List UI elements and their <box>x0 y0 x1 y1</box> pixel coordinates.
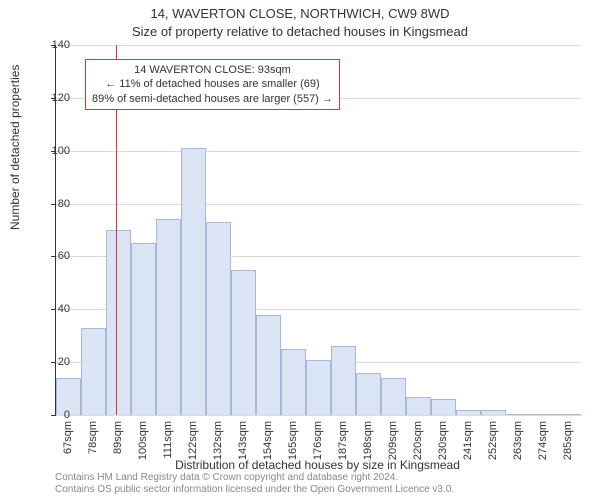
histogram-bar <box>131 243 156 415</box>
histogram-bar <box>406 397 431 416</box>
xtick-label: 285sqm <box>562 421 574 460</box>
xtick-label: 100sqm <box>137 421 149 460</box>
xtick-label: 274sqm <box>537 421 549 460</box>
xtick-label: 187sqm <box>337 421 349 460</box>
ytick-label: 80 <box>40 198 70 210</box>
xtick-label: 198sqm <box>362 421 374 460</box>
xtick-label: 122sqm <box>187 421 199 460</box>
ytick-label: 20 <box>40 356 70 368</box>
ytick-label: 100 <box>40 145 70 157</box>
xtick-label: 263sqm <box>512 421 524 460</box>
histogram-bar <box>506 414 531 415</box>
xtick-label: 165sqm <box>287 421 299 460</box>
histogram-bar <box>556 414 581 415</box>
gridline <box>56 204 581 205</box>
histogram-bar <box>231 270 256 415</box>
xtick-label: 209sqm <box>387 421 399 460</box>
histogram-bar <box>181 148 206 415</box>
histogram-bar <box>356 373 381 415</box>
footer-attribution: Contains HM Land Registry data © Crown c… <box>55 472 580 496</box>
histogram-bar <box>456 410 481 415</box>
footer-line2: Contains OS public sector information li… <box>55 484 580 496</box>
footer-line1: Contains HM Land Registry data © Crown c… <box>55 472 580 484</box>
ytick-label: 40 <box>40 303 70 315</box>
histogram-bar <box>381 378 406 415</box>
xtick-label: 143sqm <box>237 421 249 460</box>
histogram-bar <box>81 328 106 415</box>
ytick-label: 0 <box>40 409 70 421</box>
histogram-bar <box>481 410 506 415</box>
annotation-line2: ← 11% of detached houses are smaller (69… <box>92 77 333 91</box>
gridline <box>56 415 581 416</box>
histogram-bar <box>531 414 556 415</box>
xtick-label: 241sqm <box>462 421 474 460</box>
annotation-box: 14 WAVERTON CLOSE: 93sqm← 11% of detache… <box>85 59 340 110</box>
histogram-bar <box>106 230 131 415</box>
xtick-label: 230sqm <box>437 421 449 460</box>
xtick-label: 220sqm <box>412 421 424 460</box>
xtick-label: 252sqm <box>487 421 499 460</box>
ytick-label: 140 <box>40 39 70 51</box>
annotation-line1: 14 WAVERTON CLOSE: 93sqm <box>92 63 333 77</box>
xtick-label: 89sqm <box>112 421 124 454</box>
y-axis-label: Number of detached properties <box>8 65 22 230</box>
histogram-bar <box>256 315 281 415</box>
xtick-label: 111sqm <box>162 421 174 459</box>
histogram-bar <box>331 346 356 415</box>
xtick-label: 154sqm <box>262 421 274 460</box>
histogram-bar <box>206 222 231 415</box>
annotation-line3: 89% of semi-detached houses are larger (… <box>92 92 333 106</box>
xtick-label: 132sqm <box>212 421 224 460</box>
gridline <box>56 45 581 46</box>
chart-title-main: 14, WAVERTON CLOSE, NORTHWICH, CW9 8WD <box>0 6 600 21</box>
chart-title-sub: Size of property relative to detached ho… <box>0 24 600 39</box>
xtick-label: 67sqm <box>62 421 74 454</box>
histogram-bar <box>431 399 456 415</box>
histogram-bar <box>156 219 181 415</box>
gridline <box>56 151 581 152</box>
xtick-label: 176sqm <box>312 421 324 460</box>
chart-container: 14, WAVERTON CLOSE, NORTHWICH, CW9 8WD S… <box>0 0 600 500</box>
histogram-bar <box>281 349 306 415</box>
ytick-label: 120 <box>40 92 70 104</box>
histogram-bar <box>306 360 331 416</box>
xtick-label: 78sqm <box>87 421 99 454</box>
ytick-label: 60 <box>40 250 70 262</box>
